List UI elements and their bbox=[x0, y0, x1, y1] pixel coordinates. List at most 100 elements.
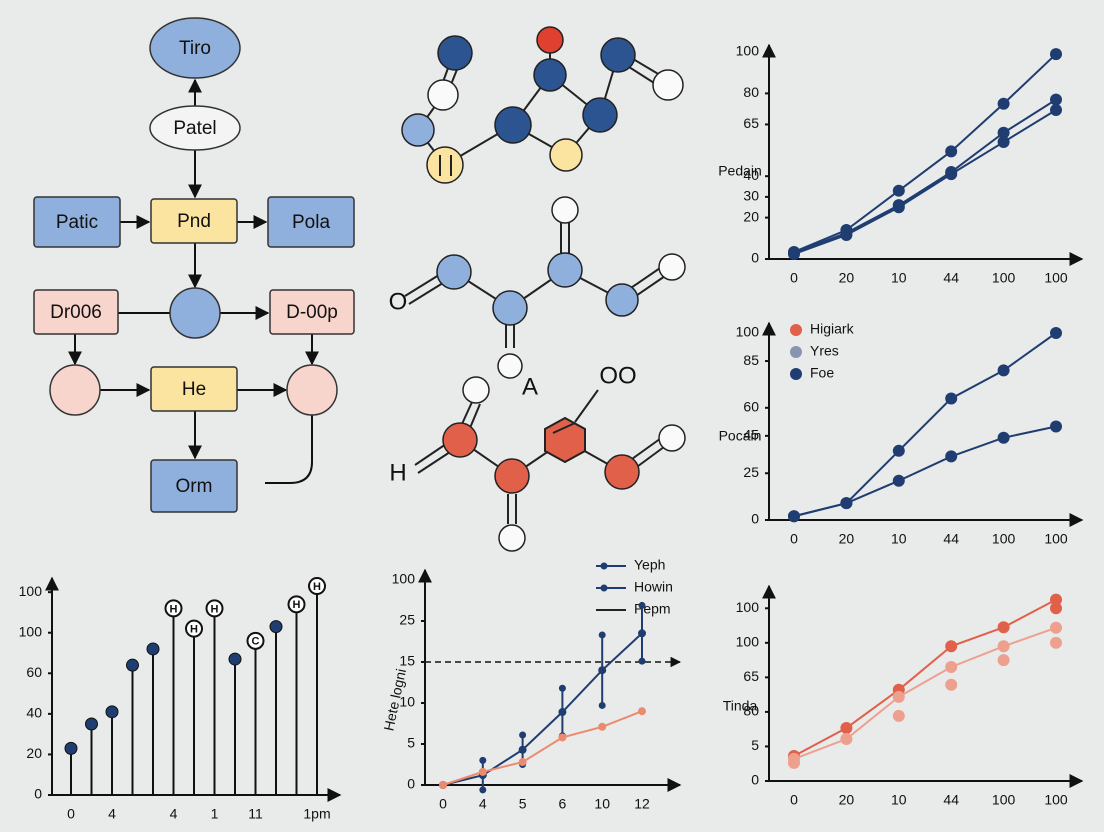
legend-label: Yeph bbox=[634, 557, 665, 573]
y-tick-label: 80 bbox=[743, 84, 759, 100]
y-tick-label: 100 bbox=[392, 571, 416, 587]
data-point bbox=[518, 745, 527, 754]
x-tick-label: 100 bbox=[1044, 531, 1068, 547]
atom-label: OO bbox=[599, 362, 636, 389]
data-point bbox=[997, 640, 1010, 653]
stem-marker-label: H bbox=[293, 599, 301, 611]
node-label: Tiro bbox=[179, 38, 211, 59]
axis-title: Pedain bbox=[718, 163, 762, 179]
node bbox=[169, 287, 221, 339]
error-cap bbox=[479, 756, 487, 764]
data-point bbox=[788, 248, 800, 261]
x-tick-label: 44 bbox=[943, 792, 959, 808]
data-point bbox=[1050, 103, 1062, 116]
x-tick-label: 100 bbox=[992, 531, 1016, 547]
legend-marker bbox=[600, 584, 608, 592]
y-tick-label: 10 bbox=[399, 694, 415, 710]
data-point bbox=[997, 136, 1010, 149]
node bbox=[149, 105, 241, 151]
stem-head bbox=[308, 577, 326, 596]
data-point bbox=[997, 364, 1010, 377]
x-tick-label: 1 bbox=[211, 806, 219, 822]
data-point bbox=[892, 474, 905, 487]
data-point bbox=[558, 733, 567, 742]
stem-head bbox=[126, 658, 139, 672]
error-cap bbox=[519, 731, 527, 739]
node bbox=[33, 289, 119, 335]
y-tick-label: 5 bbox=[407, 735, 415, 751]
data-point bbox=[1050, 327, 1062, 339]
x-tick-label: 0 bbox=[439, 796, 447, 812]
node-label: He bbox=[182, 379, 206, 400]
y-tick-label: 0 bbox=[751, 250, 759, 266]
data-point bbox=[892, 690, 905, 703]
stem-marker-label: H bbox=[170, 603, 178, 615]
data-point bbox=[840, 497, 853, 510]
data-point bbox=[997, 431, 1010, 444]
x-tick-label: 12 bbox=[634, 796, 650, 812]
x-tick-label: 1pm bbox=[303, 806, 330, 822]
data-point bbox=[788, 510, 800, 523]
data-point bbox=[997, 654, 1010, 667]
y-tick-label: 45 bbox=[743, 427, 759, 443]
y-tick-label: 100 bbox=[19, 623, 43, 639]
node bbox=[267, 196, 355, 248]
stem-head bbox=[287, 595, 306, 614]
y-tick-label: 25 bbox=[399, 612, 415, 628]
legend-marker bbox=[790, 324, 802, 336]
node-label: Dr006 bbox=[50, 302, 102, 323]
data-point bbox=[945, 640, 958, 653]
axis-title: Pocain bbox=[719, 428, 762, 444]
stem-head bbox=[164, 599, 183, 618]
data-point bbox=[892, 201, 905, 214]
stem-head bbox=[246, 631, 265, 650]
stem-head bbox=[228, 652, 242, 666]
data-point bbox=[598, 666, 607, 675]
data-point bbox=[638, 707, 646, 716]
y-tick-label: 0 bbox=[751, 772, 759, 788]
data-point bbox=[598, 722, 607, 731]
series-line bbox=[442, 632, 643, 786]
series-line bbox=[793, 109, 1057, 255]
node bbox=[269, 289, 355, 335]
chart: 0 25 45 60 85 100 0 20 10 44 100 100 Pocain Higiark Yr… bbox=[719, 321, 1084, 547]
node bbox=[150, 198, 238, 244]
error-cap bbox=[479, 786, 487, 794]
series-line bbox=[793, 626, 1057, 760]
atom-label: H bbox=[389, 459, 406, 486]
data-point bbox=[1050, 621, 1062, 634]
series-line bbox=[442, 710, 643, 786]
stem-head bbox=[85, 717, 98, 731]
y-tick-label: 100 bbox=[736, 599, 760, 615]
x-tick-label: 4 bbox=[479, 796, 487, 812]
node bbox=[49, 364, 101, 416]
flowchart: Tiro Patel Patic Pnd Pola Dr006 D-00p He… bbox=[33, 17, 355, 513]
series-line bbox=[793, 332, 1057, 518]
data-point bbox=[1050, 593, 1062, 606]
y-tick-label: 65 bbox=[743, 668, 759, 684]
x-tick-label: 0 bbox=[790, 531, 798, 547]
stem-head bbox=[64, 741, 78, 755]
node-label: Pnd bbox=[177, 211, 211, 232]
data-point bbox=[997, 621, 1010, 634]
y-tick-label: 20 bbox=[26, 745, 42, 761]
x-tick-label: 20 bbox=[839, 531, 855, 547]
legend-marker bbox=[790, 368, 802, 380]
data-point bbox=[478, 767, 487, 776]
y-tick-label: 25 bbox=[743, 464, 759, 480]
x-tick-label: 100 bbox=[1044, 270, 1068, 286]
node bbox=[149, 17, 241, 79]
x-tick-label: 100 bbox=[992, 270, 1016, 286]
x-tick-label: 100 bbox=[992, 792, 1016, 808]
node-label: Orm bbox=[176, 476, 213, 497]
x-tick-label: 0 bbox=[790, 270, 798, 286]
stem-head bbox=[269, 620, 283, 634]
data-point bbox=[638, 629, 646, 638]
data-point bbox=[997, 97, 1010, 110]
molecules: O A OO H bbox=[389, 26, 686, 552]
data-point bbox=[1050, 93, 1062, 106]
y-tick-label: 85 bbox=[743, 352, 759, 368]
y-tick-label: 20 bbox=[743, 208, 759, 224]
